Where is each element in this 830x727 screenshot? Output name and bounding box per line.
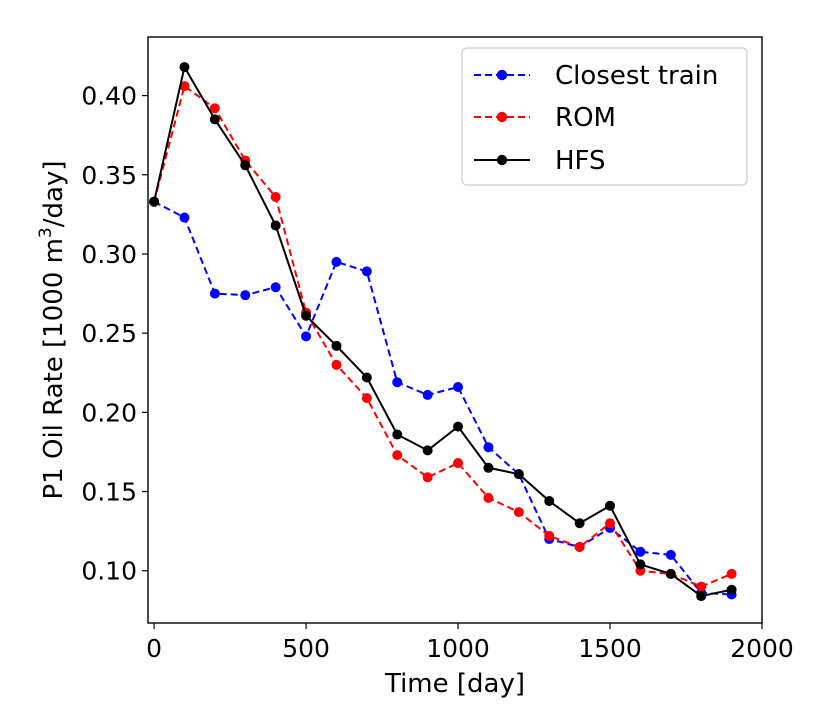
y-tick-label: 0.35 [81,161,137,190]
legend-label-closest-train: Closest train [555,61,718,91]
data-point-rom [453,458,464,469]
data-point-hfs [240,160,251,171]
legend-entry-hfs: HFS [474,146,606,176]
data-point-hfs [605,500,616,511]
y-tick-label: 0.10 [81,557,137,586]
data-point-closest-train [179,212,190,223]
data-point-closest-train [392,377,403,388]
series-hfs [149,62,737,602]
legend-entry-closest-train: Closest train [474,61,718,91]
y-axis-label: P1 Oil Rate [1000 m3/day] [36,160,69,499]
y-tick-label: 0.15 [81,478,137,507]
data-point-closest-train [665,549,676,560]
data-point-rom [422,472,433,483]
y-tick-label: 0.25 [81,319,137,348]
data-point-closest-train [240,290,251,301]
data-point-hfs [513,469,524,480]
data-point-rom [726,568,737,579]
legend-marker-rom [496,111,508,123]
data-point-hfs [209,114,220,125]
data-point-rom [544,530,555,541]
data-point-closest-train [270,282,281,293]
data-point-closest-train [483,442,494,453]
data-point-closest-train [453,382,464,393]
data-point-hfs [544,496,555,507]
data-point-hfs [422,445,433,456]
x-axis-label: Time [day] [384,669,525,699]
legend-label-rom: ROM [555,103,616,133]
series-line-hfs [153,66,732,598]
series-line-rom [153,85,732,588]
y-axis: 0.10 0.15 0.20 0.25 0.30 0.35 0.40 [81,82,148,586]
data-point-hfs [665,568,676,579]
data-point-hfs [270,220,281,231]
data-point-closest-train [635,546,646,557]
legend: Closest train ROM HFS [461,47,748,186]
data-point-rom [209,103,220,114]
x-tick-label: 1000 [426,634,490,663]
legend-marker-closest-train [496,69,508,81]
data-point-rom [513,507,524,518]
x-tick-label: 500 [282,634,330,663]
y-axis-label-suffix: /day] [39,160,69,227]
data-point-closest-train [301,331,312,342]
data-point-hfs [392,429,403,440]
x-tick-label: 2000 [730,634,794,663]
series-layer [149,62,737,602]
legend-marker-hfs [496,154,508,166]
y-tick-label: 0.20 [81,398,137,427]
x-tick-label: 0 [146,634,162,663]
data-point-rom [574,541,585,552]
data-point-rom [270,191,281,202]
y-axis-label-superscript: 3 [36,227,56,238]
data-point-rom [392,450,403,461]
legend-label-hfs: HFS [555,146,606,176]
data-point-closest-train [331,256,342,267]
data-point-hfs [179,62,190,73]
data-point-hfs [149,196,160,207]
y-tick-label: 0.40 [81,82,137,111]
data-point-closest-train [422,389,433,400]
plot-frame [147,36,763,624]
data-point-hfs [331,340,342,351]
data-point-hfs [635,559,646,570]
data-point-hfs [574,518,585,529]
data-point-hfs [361,372,372,383]
legend-entry-rom: ROM [474,103,616,133]
data-point-rom [361,393,372,404]
data-point-hfs [483,462,494,473]
data-point-rom [483,492,494,503]
data-point-hfs [301,310,312,321]
data-point-rom [179,81,190,92]
series-closest-train [149,196,737,600]
data-point-hfs [696,591,707,602]
data-point-rom [605,518,616,529]
series-line-closest-train [153,200,732,596]
data-point-closest-train [209,288,220,299]
x-tick-label: 1500 [578,634,642,663]
data-point-rom [331,359,342,370]
data-point-hfs [726,584,737,595]
data-point-hfs [453,421,464,432]
data-point-closest-train [361,266,372,277]
legend-box [461,47,748,186]
y-axis-label-prefix: P1 Oil Rate [1000 m [39,238,69,499]
data-point-rom [696,581,707,592]
y-tick-label: 0.30 [81,240,137,269]
x-axis: 0 500 1000 1500 2000 [146,623,794,663]
